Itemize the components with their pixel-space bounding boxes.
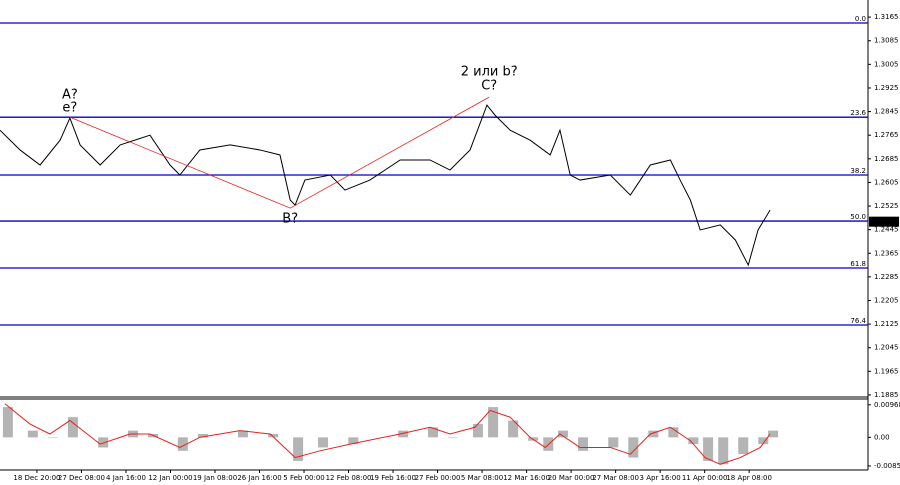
y-tick-label: 1.2845	[874, 108, 899, 116]
fib-label: 61.8	[850, 260, 866, 268]
fib-label: 38.2	[850, 167, 866, 175]
histogram-bar	[488, 407, 499, 438]
fib-label: 0.0	[855, 15, 866, 23]
histogram-bar	[758, 437, 769, 445]
wave-label: B?	[282, 212, 298, 227]
osc-tick-label: 0.00	[874, 433, 890, 441]
x-tick-label: 20 Mar 00:00	[548, 474, 595, 482]
y-tick-label: 1.2925	[874, 84, 899, 92]
wave-sublabel: e?	[62, 101, 77, 116]
x-tick-label: 19 Feb 16:00	[370, 474, 416, 482]
histogram-bar	[348, 437, 359, 445]
y-tick-label: 1.2525	[874, 202, 899, 210]
wave-sublabel: 2 или b?	[461, 65, 518, 80]
x-tick-label: 12 Jan 00:00	[148, 474, 192, 482]
histogram-bar	[427, 427, 438, 438]
histogram-bar	[688, 437, 699, 445]
histogram-bar	[557, 430, 568, 438]
x-tick-label: 27 Dec 08:00	[58, 474, 105, 482]
last-price-label: 1.2472	[872, 218, 897, 226]
y-tick-label: 1.2685	[874, 155, 899, 163]
histogram-bar	[448, 437, 459, 438]
fib-label: 50.0	[850, 213, 866, 221]
x-tick-label: 27 Feb 00:00	[415, 474, 461, 482]
histogram-bar	[98, 437, 109, 448]
y-tick-label: 1.2445	[874, 226, 899, 234]
y-tick-label: 1.2045	[874, 344, 899, 352]
histogram-bar	[318, 437, 329, 448]
histogram-bar	[718, 437, 729, 465]
histogram-bar	[578, 437, 589, 451]
y-tick-label: 1.2765	[874, 131, 899, 139]
histogram-bar	[738, 437, 749, 455]
histogram-bar	[608, 437, 619, 448]
fib-label: 76.4	[850, 317, 866, 325]
y-tick-label: 1.2605	[874, 178, 899, 186]
y-tick-label: 1.3165	[874, 13, 899, 21]
wave-label: C?	[481, 79, 497, 94]
x-tick-label: 12 Mar 16:00	[503, 474, 550, 482]
wave-label: A?	[62, 88, 78, 103]
histogram-bar	[177, 437, 188, 451]
x-tick-label: 11 Apr 00:00	[682, 474, 728, 482]
osc-tick-label: 0.00968	[874, 401, 900, 409]
histogram-bar	[768, 430, 779, 438]
y-tick-label: 1.2285	[874, 273, 899, 281]
x-tick-label: 18 Apr 08:00	[726, 474, 772, 482]
x-tick-label: 3 Apr 16:00	[640, 474, 681, 482]
histogram-bar	[67, 417, 78, 438]
signal-line	[4, 403, 771, 465]
histogram-bar	[628, 437, 639, 458]
histogram-bar	[398, 430, 409, 438]
x-tick-label: 5 Feb 00:00	[283, 474, 324, 482]
x-tick-label: 27 Mar 08:00	[592, 474, 639, 482]
fib-label: 23.6	[850, 109, 866, 117]
y-tick-label: 1.3005	[874, 60, 899, 68]
histogram-bar	[648, 430, 659, 438]
histogram-bar	[703, 437, 714, 461]
x-tick-label: 26 Jan 16:00	[237, 474, 281, 482]
x-tick-label: 19 Jan 08:00	[193, 474, 237, 482]
histogram-bar	[668, 427, 679, 438]
x-tick-label: 5 Mar 08:00	[461, 474, 503, 482]
histogram-bar	[237, 430, 248, 438]
y-tick-label: 1.1965	[874, 367, 899, 375]
y-tick-label: 1.2365	[874, 249, 899, 257]
last-price-box	[869, 216, 899, 227]
histogram-bar	[268, 433, 279, 438]
y-tick-label: 1.3085	[874, 37, 899, 45]
histogram-bar	[293, 437, 304, 461]
histogram-bar	[197, 433, 208, 438]
y-tick-label: 1.2125	[874, 320, 899, 328]
x-tick-label: 4 Jan 16:00	[106, 474, 146, 482]
y-tick-label: 1.2205	[874, 296, 899, 304]
histogram-bar	[47, 437, 58, 438]
histogram-bar	[27, 430, 38, 438]
wave-line	[69, 96, 490, 209]
y-tick-label: 1.1885	[874, 391, 899, 399]
histogram-bar	[472, 423, 483, 438]
x-tick-label: 18 Dec 20:00	[13, 474, 60, 482]
histogram-bar	[2, 407, 13, 438]
x-tick-label: 12 Feb 08:00	[326, 474, 372, 482]
histogram-bar	[508, 420, 519, 438]
osc-tick-label: -0.0085	[874, 462, 900, 470]
main-panel	[0, 0, 868, 397]
